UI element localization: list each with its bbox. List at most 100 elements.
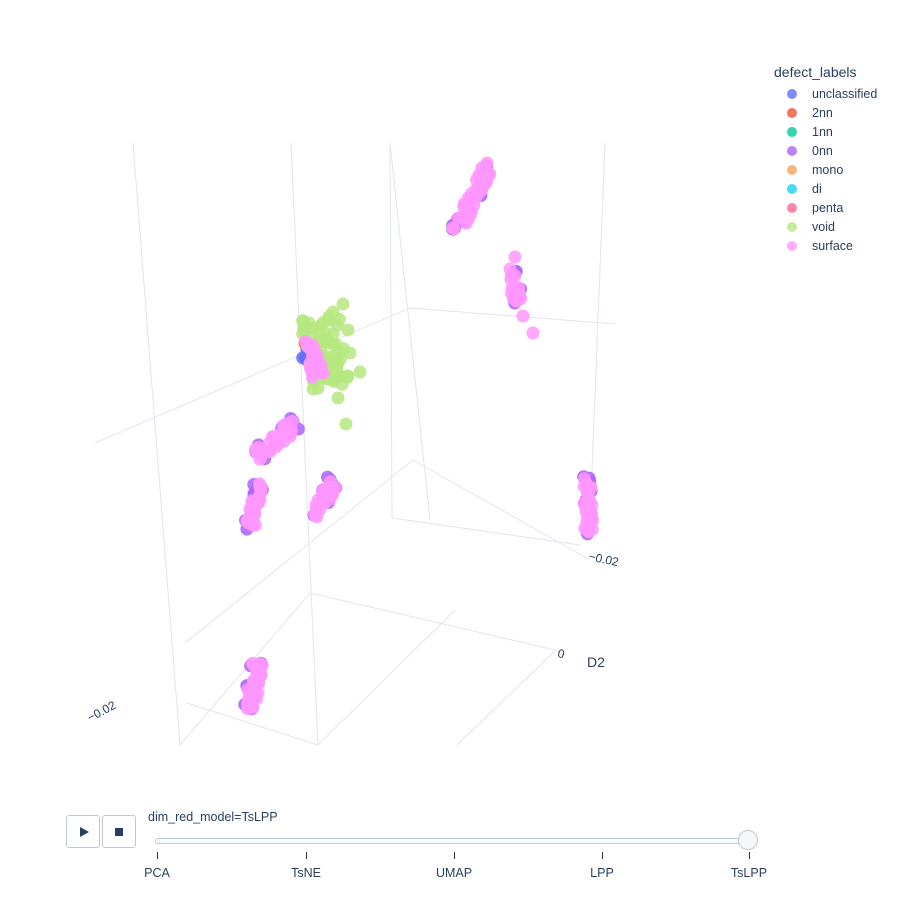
- data-point-void: [353, 365, 367, 379]
- slider-handle[interactable]: [738, 830, 758, 850]
- legend-marker: [787, 240, 797, 251]
- data-point-surface: [298, 334, 312, 348]
- data-point-surface: [526, 326, 540, 340]
- legend-item-di[interactable]: di: [774, 179, 877, 198]
- slider-tick: [306, 852, 307, 859]
- legend: defect_labels unclassified 2nn 1nn 0nn mono d…: [774, 64, 877, 255]
- grid-line: [389, 142, 431, 521]
- legend-item-1nn[interactable]: 1nn: [774, 122, 877, 141]
- legend-item-penta[interactable]: penta: [774, 198, 877, 217]
- data-point-surface: [457, 197, 471, 211]
- grid-line: [412, 459, 591, 561]
- slider-step-umap[interactable]: UMAP: [435, 866, 473, 880]
- data-point-surface: [308, 508, 322, 522]
- play-button[interactable]: [66, 815, 100, 848]
- grid-line: [409, 307, 616, 325]
- slider-step-lpp[interactable]: LPP: [590, 866, 614, 880]
- data-point-surface: [583, 494, 597, 508]
- legend-marker: [787, 126, 797, 137]
- play-icon: [79, 826, 89, 837]
- data-point-surface: [475, 183, 488, 197]
- legend-label: surface: [812, 238, 853, 253]
- legend-marker: [787, 164, 797, 175]
- data-point-void: [297, 321, 311, 335]
- legend-marker: [787, 107, 797, 118]
- legend-marker: [787, 183, 797, 194]
- data-point-void: [343, 346, 357, 360]
- grid-line: [456, 649, 557, 746]
- data-point-void: [319, 326, 332, 340]
- data-point-surface: [472, 168, 486, 182]
- legend-item-surface[interactable]: surface: [774, 236, 877, 255]
- data-point-surface: [464, 207, 478, 221]
- axis-grid: [94, 142, 616, 746]
- data-point-surface: [249, 445, 263, 459]
- stop-icon: [115, 827, 123, 836]
- slider-step-pca[interactable]: PCA: [144, 866, 170, 880]
- data-point-surface: [253, 486, 267, 500]
- data-point-void: [339, 417, 353, 431]
- data-point-surface: [508, 269, 522, 283]
- legend-marker: [787, 88, 797, 99]
- data-point-surface: [447, 222, 461, 236]
- legend-label: 2nn: [812, 105, 833, 120]
- slider-tick: [157, 852, 158, 859]
- data-point-surface: [581, 478, 594, 492]
- data-point-surface: [253, 664, 267, 678]
- slider-step-tsne[interactable]: TsNE: [291, 866, 321, 880]
- grid-line: [290, 142, 319, 746]
- axis-title-d2: D2: [587, 654, 605, 670]
- grid-line: [389, 142, 393, 519]
- data-point-surface: [241, 698, 255, 712]
- legend-marker: [787, 202, 797, 213]
- data-point-void: [311, 381, 325, 395]
- tick-label-right-2: 0: [556, 646, 566, 661]
- slider-track[interactable]: [155, 838, 752, 844]
- legend-label: unclassified: [812, 86, 878, 101]
- data-point-surface: [512, 290, 526, 304]
- data-point-surface: [480, 156, 494, 170]
- data-point-void: [326, 305, 340, 319]
- data-point-surface: [304, 360, 318, 374]
- legend-item-mono[interactable]: mono: [774, 160, 877, 179]
- data-point-surface: [245, 683, 259, 697]
- slider-step-tslpp[interactable]: TsLPP: [730, 866, 768, 880]
- grid-line: [94, 307, 411, 444]
- data-point-surface: [317, 496, 331, 510]
- data-point-surface: [582, 525, 596, 539]
- slider-tick: [602, 852, 603, 859]
- grid-line: [391, 517, 581, 546]
- slider-tick: [454, 852, 455, 859]
- legend-label: di: [812, 181, 822, 196]
- grid-line: [309, 592, 556, 651]
- data-point-surface: [328, 481, 342, 494]
- slider-current-label: dim_red_model=TsLPP: [148, 810, 278, 824]
- data-point-void: [341, 323, 355, 337]
- animation-controls: [66, 815, 136, 848]
- data-point-surface: [283, 429, 297, 443]
- legend-item-0nn[interactable]: 0nn: [774, 141, 877, 160]
- legend-label: 0nn: [812, 143, 833, 158]
- data-point-void: [331, 391, 345, 405]
- data-point-surface: [516, 309, 530, 323]
- grid-line: [317, 609, 456, 746]
- grid-line: [186, 702, 319, 746]
- legend-label: penta: [812, 200, 844, 215]
- grid-line: [184, 459, 414, 644]
- legend-title: defect_labels: [774, 64, 857, 80]
- legend-label: 1nn: [812, 124, 833, 139]
- grid-line: [132, 142, 181, 746]
- data-point-surface: [242, 516, 255, 530]
- legend-item-2nn[interactable]: 2nn: [774, 103, 877, 122]
- legend-item-void[interactable]: void: [774, 217, 877, 236]
- legend-marker: [787, 221, 797, 232]
- grid-line: [589, 142, 606, 521]
- data-point-surface: [508, 250, 522, 264]
- stop-button[interactable]: [102, 815, 136, 848]
- legend-marker: [787, 145, 797, 156]
- point-clusters: [238, 156, 599, 716]
- tick-label-left: −0.02: [85, 698, 119, 725]
- tick-label-right-1: −0.02: [587, 549, 620, 569]
- legend-item-unclassified[interactable]: unclassified: [774, 84, 877, 103]
